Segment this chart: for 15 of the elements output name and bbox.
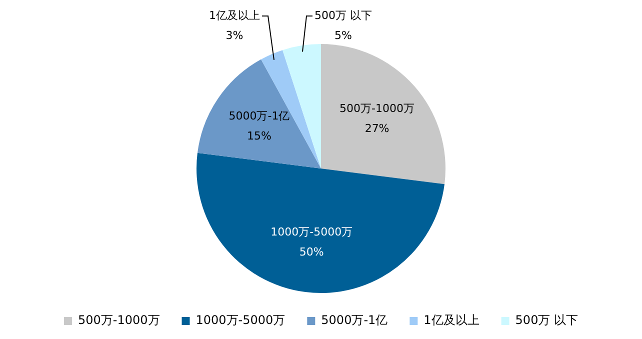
legend-label: 1000万-5000万 bbox=[196, 313, 286, 328]
legend-label: 500万-1000万 bbox=[78, 313, 160, 328]
slice-label: 500万-1000万 bbox=[340, 102, 415, 115]
data-label: 5% bbox=[334, 28, 352, 42]
data-label: 27% bbox=[364, 122, 390, 135]
slice-label: 1亿及以上 bbox=[209, 8, 260, 22]
legend-label: 5000万-1亿 bbox=[321, 313, 388, 328]
data-label: 50% bbox=[299, 245, 324, 258]
data-label: 15% bbox=[246, 129, 272, 142]
legend-label: 500万 以下 bbox=[515, 313, 578, 328]
slice-label: 1000万-5000万 bbox=[270, 225, 353, 238]
legend-label: 1亿及以上 bbox=[424, 313, 480, 328]
slice-label: 500万 以下 bbox=[314, 8, 372, 22]
slice-label: 5000万-1亿 bbox=[228, 109, 290, 122]
data-label: 3% bbox=[226, 28, 244, 42]
